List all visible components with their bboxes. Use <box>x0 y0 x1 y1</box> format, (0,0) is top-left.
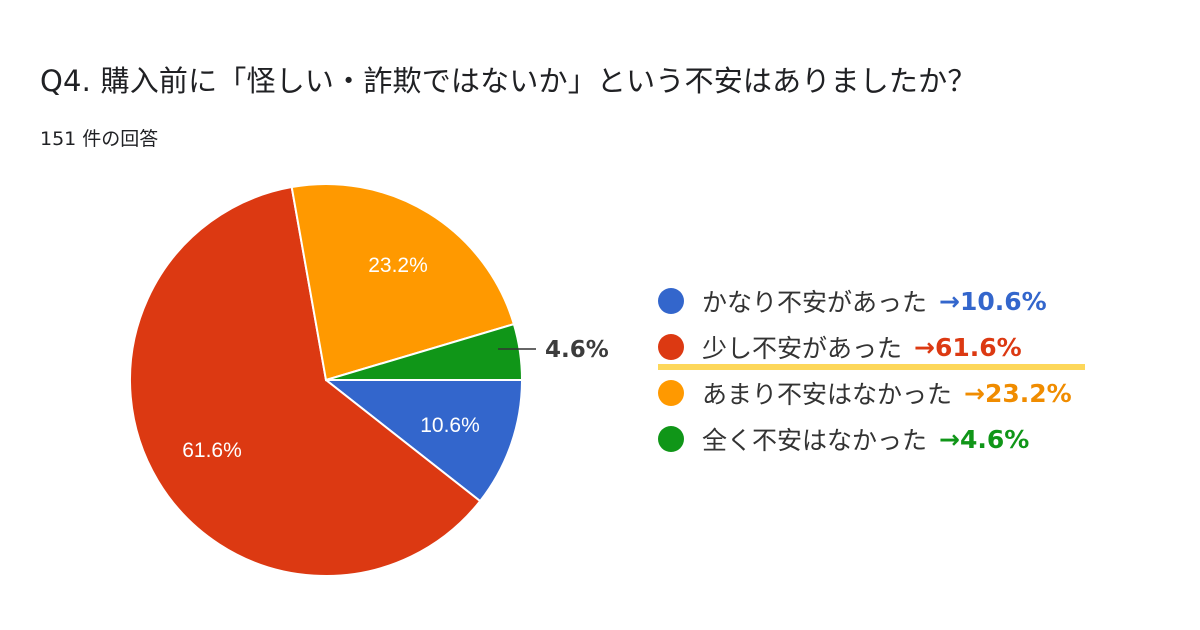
slice-not-very-anxious <box>290 183 516 382</box>
slice-label-blue: 10.6% <box>420 414 480 437</box>
legend-value: →61.6% <box>914 332 1022 362</box>
legend-item-not-anxious-at-all: 全く不安はなかった →4.6% <box>658 416 1072 462</box>
response-count: 151 件の回答 <box>40 128 159 150</box>
legend-dot-icon <box>658 380 684 406</box>
slice-label-orange: 23.2% <box>368 254 428 277</box>
legend-item-slightly-anxious: 少し不安があった →61.6% <box>658 324 1072 370</box>
legend-label: あまり不安はなかった <box>702 380 953 409</box>
legend-dot-icon <box>658 334 684 360</box>
highlight-underline <box>658 364 1085 370</box>
legend-value: →10.6% <box>939 286 1047 316</box>
legend-label: 全く不安はなかった <box>702 426 928 455</box>
chart-title: Q4. 購入前に「怪しい・詐欺ではないか」という不安はありましたか？ <box>40 64 977 98</box>
slice-label-red: 61.6% <box>182 439 242 462</box>
legend-item-quite-anxious: かなり不安があった →10.6% <box>658 278 1072 324</box>
legend-dot-icon <box>658 288 684 314</box>
legend-value: →4.6% <box>939 424 1030 454</box>
slice-label-green: 4.6% <box>545 337 609 363</box>
slice-not-anxious-at-all <box>325 322 524 381</box>
legend: かなり不安があった →10.6% 少し不安があった →61.6% あまり不安はな… <box>658 278 1072 462</box>
legend-dot-icon <box>658 426 684 452</box>
legend-item-not-very-anxious: あまり不安はなかった →23.2% <box>658 370 1072 416</box>
legend-label: かなり不安があった <box>702 288 928 317</box>
legend-label: 少し不安があった <box>702 334 903 363</box>
slice-slightly-anxious <box>129 185 482 577</box>
slice-quite-anxious <box>323 379 524 503</box>
legend-value: →23.2% <box>964 378 1072 408</box>
